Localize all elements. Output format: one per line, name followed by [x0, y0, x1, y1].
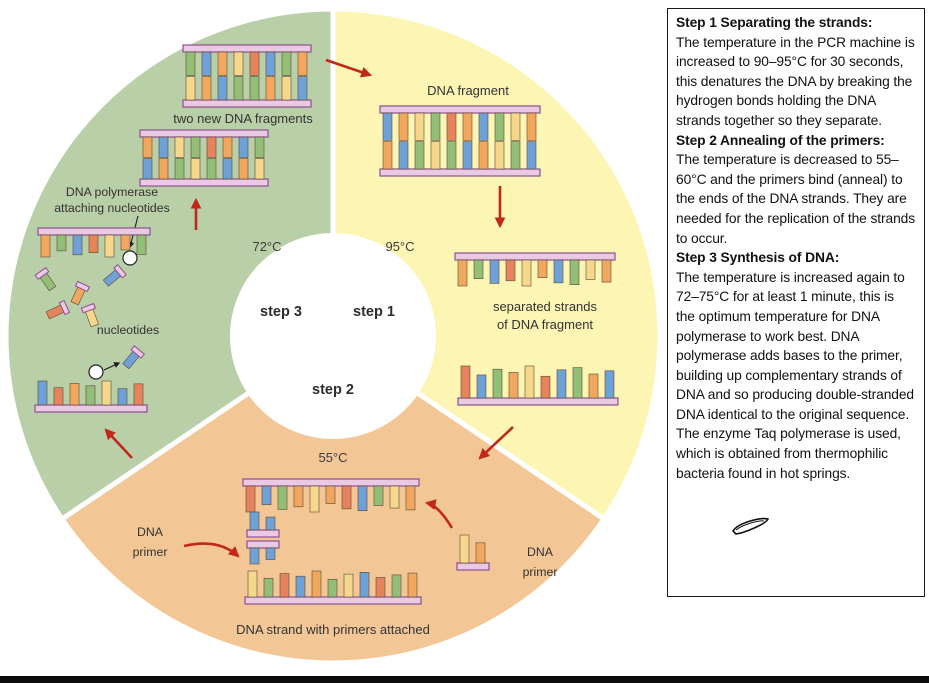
separated-strand-top — [454, 252, 616, 287]
new-dna-fragment-1 — [182, 44, 312, 108]
step3-heading: Step 3 Synthesis of DNA: — [676, 250, 840, 266]
nucleotide — [122, 345, 146, 370]
two-new-fragments-label: two new DNA fragments — [173, 111, 313, 126]
separated-strands-label-line1: separated strands — [493, 299, 598, 314]
primer-right-label-line2: primer — [523, 565, 558, 579]
primer-left-label-line2: primer — [133, 545, 168, 559]
scribble-icon — [731, 517, 770, 535]
pointer-arrow-nucleotide — [103, 362, 121, 371]
nucleotide — [70, 280, 91, 306]
dna-fragment-label: DNA fragment — [427, 83, 509, 98]
step2-heading: Step 2 Annealing of the primers: — [676, 132, 885, 148]
temp-72-label: 72°C — [252, 239, 281, 254]
arrow-primer-left — [183, 542, 240, 558]
center-ring — [230, 233, 436, 439]
step2-body: The temperature is decreased to 55–60°C … — [676, 152, 916, 246]
arrow-to-step2 — [478, 426, 514, 460]
nucleotide — [34, 266, 57, 292]
primer-right-label-line1: DNA — [527, 545, 554, 559]
dna-polymerase-1 — [122, 250, 138, 266]
primed-strand-top — [242, 478, 420, 513]
pcr-cycle-diagram: 72°C 95°C 55°C step 3 step 1 step 2 DNA … — [6, 9, 660, 663]
synthesis-strand-2 — [34, 380, 148, 413]
free-primer — [456, 534, 490, 571]
separated-strands-label-line2: of DNA fragment — [497, 317, 593, 332]
polymerase-label-line2: attaching nucleotides — [54, 201, 170, 215]
separated-strand-bottom — [457, 365, 619, 406]
new-dna-fragment-2 — [139, 129, 269, 187]
step1-label: step 1 — [353, 304, 395, 320]
step1-heading: Step 1 Separating the strands: — [676, 15, 873, 30]
step1-body: The temperature in the PCR machine is in… — [676, 34, 915, 128]
primed-strand-bottom — [244, 570, 422, 605]
info-panel: Step 1 Separating the strands: The tempe… — [667, 8, 925, 597]
dna-fragment — [379, 105, 541, 177]
primer-on-bottom-strand — [246, 540, 280, 565]
step3-body: The temperature is increased again to 72… — [676, 269, 915, 481]
primer-on-top-strand — [246, 511, 280, 538]
temp-55-label: 55°C — [318, 450, 347, 465]
arrow-primer-right — [424, 499, 454, 529]
polymerase-label-line1: DNA polymerase — [66, 185, 158, 199]
step1-section: Step 1 Separating the strands: The tempe… — [676, 13, 916, 131]
temp-95-label: 95°C — [385, 239, 414, 254]
arrow-to-step3 — [104, 428, 133, 459]
strand-with-primers-label: DNA strand with primers attached — [236, 622, 430, 637]
synthesis-strand-1 — [37, 227, 151, 258]
nucleotides-label: nucleotides — [97, 323, 159, 337]
bottom-border-bar — [0, 676, 929, 683]
step3-section: Step 3 Synthesis of DNA: The temperature… — [676, 248, 916, 483]
step2-label: step 2 — [312, 382, 354, 398]
nucleotide — [80, 302, 99, 328]
arrow-to-step1 — [325, 58, 373, 78]
nucleotide — [102, 263, 127, 287]
dna-polymerase-2 — [88, 364, 104, 380]
nucleotide — [45, 299, 71, 320]
primer-left-label-line1: DNA — [137, 525, 164, 539]
step2-section: Step 2 Annealing of the primers: The tem… — [676, 131, 916, 249]
step3-label: step 3 — [260, 304, 302, 320]
